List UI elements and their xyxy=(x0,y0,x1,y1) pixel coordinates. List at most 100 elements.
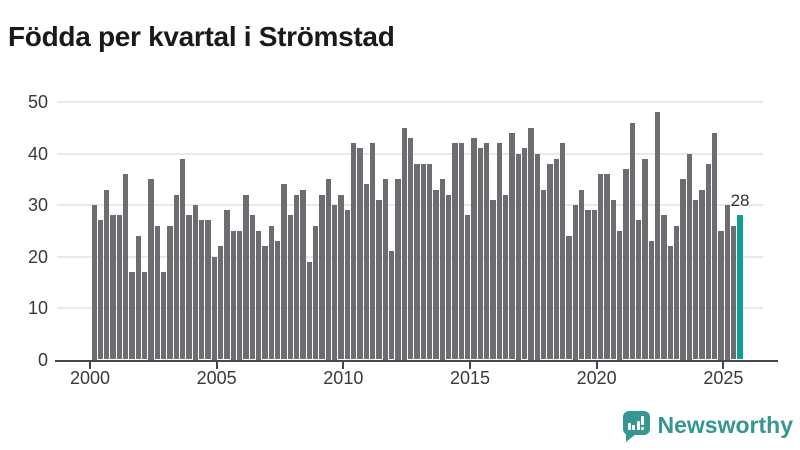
bar xyxy=(414,163,420,360)
bar xyxy=(560,143,566,360)
newsworthy-bar-chart-icon xyxy=(622,411,650,442)
bar xyxy=(636,220,642,360)
y-axis-label: 10 xyxy=(27,298,48,318)
bar xyxy=(129,271,135,360)
bar xyxy=(629,122,635,360)
bar xyxy=(306,261,312,360)
bar xyxy=(686,153,692,360)
bar xyxy=(642,158,648,360)
bar xyxy=(199,220,205,360)
bar xyxy=(522,148,528,360)
bar xyxy=(116,215,122,360)
logo-speech-tail xyxy=(625,434,636,442)
bar xyxy=(173,194,179,360)
bar xyxy=(268,225,274,360)
x-axis-label: 2025 xyxy=(703,368,744,388)
y-axis-label: 40 xyxy=(27,143,48,164)
bar xyxy=(699,189,705,360)
bar xyxy=(332,205,338,360)
highlight-value-label: 28 xyxy=(730,191,750,211)
bar xyxy=(427,163,433,360)
bar xyxy=(319,194,325,360)
chart-title: Födda per kvartal i Strömstad xyxy=(8,20,395,52)
bar xyxy=(395,179,401,360)
bar xyxy=(420,163,426,360)
bar xyxy=(110,215,116,360)
bar xyxy=(724,205,730,360)
bar xyxy=(477,148,483,360)
bar xyxy=(192,205,198,360)
bar xyxy=(541,189,547,360)
bar xyxy=(135,235,141,360)
bar xyxy=(566,235,572,360)
bar xyxy=(275,241,281,360)
bar xyxy=(180,158,186,360)
bar xyxy=(294,194,300,360)
bar xyxy=(617,230,623,360)
x-axis-tick xyxy=(89,362,91,369)
bar xyxy=(408,138,414,360)
bar xyxy=(256,230,262,360)
bar xyxy=(211,256,217,360)
bar xyxy=(661,215,667,360)
bar xyxy=(357,148,363,360)
bar xyxy=(338,194,344,360)
bar xyxy=(471,138,477,360)
bar xyxy=(376,199,382,360)
bar xyxy=(547,163,553,360)
bar xyxy=(458,143,464,360)
highlight-bar xyxy=(737,215,743,360)
bar xyxy=(528,127,534,360)
logo-exclamation-dot-icon xyxy=(641,427,645,430)
bar xyxy=(281,184,287,360)
bar xyxy=(401,127,407,360)
bar xyxy=(572,205,578,360)
newsworthy-logo: Newsworthy xyxy=(622,407,793,443)
bar xyxy=(123,174,129,360)
logo-bar-icon xyxy=(636,421,640,430)
bar xyxy=(389,251,395,360)
bar xyxy=(598,174,604,360)
bar xyxy=(91,205,97,360)
x-axis-label: 2010 xyxy=(323,368,364,388)
x-axis-label: 2020 xyxy=(576,368,617,388)
bar xyxy=(230,230,236,360)
bar xyxy=(325,179,331,360)
bar xyxy=(433,189,439,360)
bar xyxy=(300,189,306,360)
y-axis-label: 0 xyxy=(37,349,48,370)
bar xyxy=(154,225,160,360)
logo-bar-icon xyxy=(632,425,636,430)
bar xyxy=(237,230,243,360)
bar xyxy=(712,132,718,360)
bar xyxy=(509,132,515,360)
bar xyxy=(243,194,249,360)
bar xyxy=(585,210,591,360)
bar xyxy=(515,153,521,360)
bar xyxy=(104,189,110,360)
bar xyxy=(452,143,458,360)
bar xyxy=(503,194,509,360)
bar xyxy=(591,210,597,360)
x-axis-tick xyxy=(215,362,218,369)
bar xyxy=(262,246,268,360)
bar xyxy=(718,230,724,360)
logo-bar-icon xyxy=(627,423,631,430)
bar xyxy=(680,179,686,360)
bar xyxy=(142,271,148,360)
bar xyxy=(351,143,357,360)
bar xyxy=(205,220,211,360)
bar xyxy=(534,153,540,360)
bar xyxy=(610,199,616,360)
x-axis-label: 2015 xyxy=(449,368,491,388)
bar xyxy=(186,215,192,360)
bar xyxy=(224,210,230,360)
x-axis-tick xyxy=(595,362,598,369)
bar xyxy=(667,246,673,360)
x-axis-label: 2000 xyxy=(69,368,111,388)
logo-exclamation-icon xyxy=(641,416,645,425)
bar xyxy=(249,215,255,360)
bar xyxy=(490,199,496,360)
bar xyxy=(604,174,610,360)
